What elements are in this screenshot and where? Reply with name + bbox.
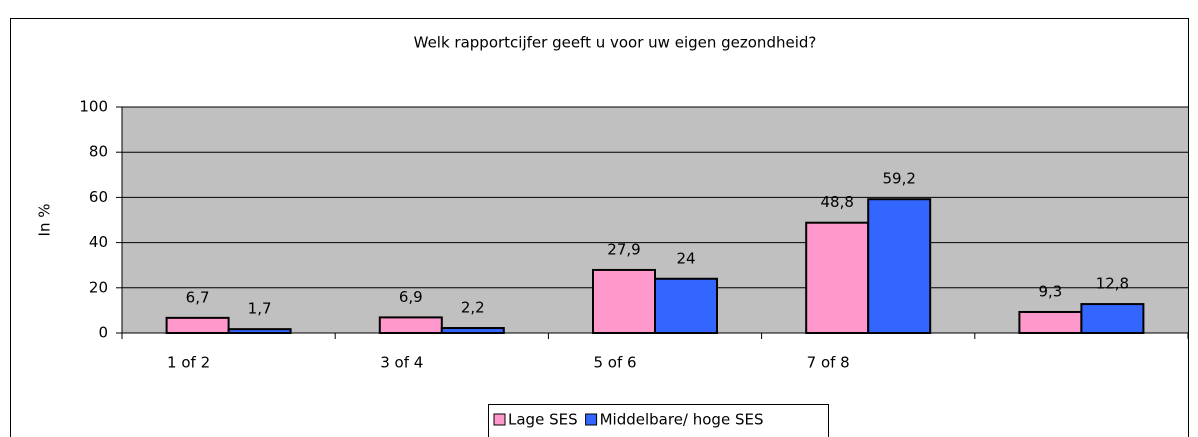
y-tick-label: 20 xyxy=(89,278,108,296)
bar xyxy=(867,198,932,334)
data-label: 9,3 xyxy=(1038,282,1062,300)
bar xyxy=(654,277,718,335)
data-label: 59,2 xyxy=(882,170,915,188)
y-tick-label: 60 xyxy=(89,188,108,206)
bar xyxy=(592,268,656,335)
x-tick-label: 3 of 4 xyxy=(380,354,423,372)
bar xyxy=(1080,303,1145,334)
data-label: 12,8 xyxy=(1096,275,1129,293)
x-tick-label: 7 of 8 xyxy=(807,354,850,372)
y-tick-label: 100 xyxy=(79,98,108,116)
legend-swatch xyxy=(585,413,598,426)
legend-label: Middelbare/ hoge SES xyxy=(600,411,764,429)
data-label: 6,9 xyxy=(399,288,423,306)
data-label: 6,7 xyxy=(186,288,210,306)
y-tick-label: 80 xyxy=(89,143,108,161)
legend-label: Lage SES xyxy=(508,411,578,429)
legend-swatch xyxy=(493,413,506,426)
data-label: 1,7 xyxy=(248,300,272,318)
legend-frame xyxy=(488,404,829,437)
bar xyxy=(378,316,443,335)
y-tick-label: 0 xyxy=(98,324,108,342)
bar xyxy=(165,316,230,335)
data-label: 2,2 xyxy=(461,299,485,317)
x-tick-label: 1 of 2 xyxy=(167,354,210,372)
data-label: 24 xyxy=(676,249,695,267)
data-label: 48,8 xyxy=(820,193,853,211)
bar xyxy=(1018,310,1083,334)
y-axis-label: In % xyxy=(36,204,54,237)
bar xyxy=(805,221,870,335)
bar xyxy=(440,327,505,335)
y-tick-label: 40 xyxy=(89,233,108,251)
chart-title: Welk rapportcijfer geeft u voor uw eigen… xyxy=(414,34,817,52)
data-label: 27,9 xyxy=(607,240,640,258)
x-tick-label: 5 of 6 xyxy=(593,354,636,372)
bar xyxy=(227,328,292,334)
